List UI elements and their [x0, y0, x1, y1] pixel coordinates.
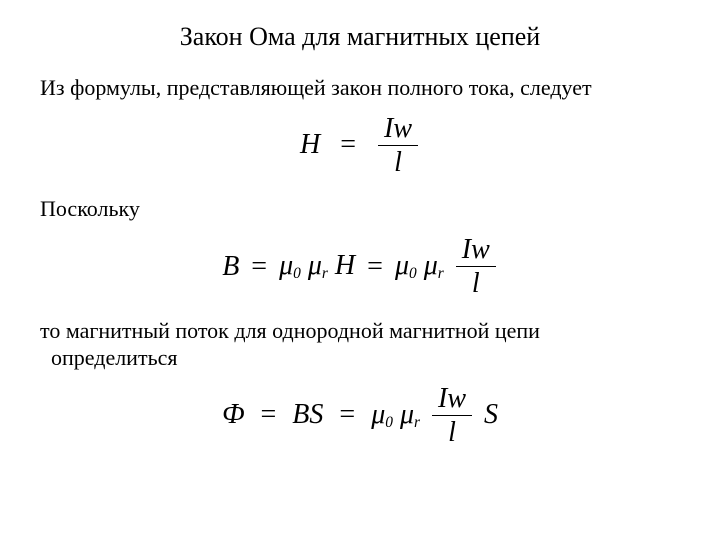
sym-mu: μ	[395, 250, 409, 281]
formula-1-block: H = Iw l	[40, 114, 680, 178]
formula-3-block: Ф = BS = μ0 μr Iw l S	[40, 384, 680, 448]
sym-I: I	[462, 234, 471, 265]
sym-l: l	[442, 418, 462, 447]
sub-0: 0	[293, 265, 301, 282]
sym-mu: μ	[424, 250, 438, 281]
sym-w: w	[393, 113, 412, 144]
formula-1: H = Iw l	[300, 114, 420, 178]
paragraph-3-line2: определиться	[51, 345, 178, 370]
op-eq: =	[333, 401, 361, 429]
sym-l: l	[388, 148, 408, 177]
sub-r: r	[438, 265, 444, 282]
op-eq: =	[254, 401, 282, 429]
sym-I: I	[438, 383, 447, 414]
sub-r: r	[414, 414, 420, 431]
paragraph-2: Поскольку	[40, 195, 680, 223]
sub-r: r	[322, 265, 328, 282]
sub-0: 0	[409, 265, 417, 282]
frac-Iw-l: Iw l	[378, 114, 418, 178]
paragraph-1: Из формулы, представляющей закон полного…	[40, 74, 680, 102]
formula-2-block: B = μ0 μr H = μ0 μr Iw l	[40, 235, 680, 299]
paragraph-3-line1: то магнитный поток для однородной магнит…	[40, 318, 540, 343]
sym-S: S	[484, 401, 498, 429]
sub-0: 0	[385, 414, 393, 431]
sym-H: H	[335, 250, 355, 281]
sym-S: S	[309, 399, 323, 430]
sym-B: B	[222, 253, 239, 281]
sym-I: I	[384, 113, 393, 144]
formula-3: Ф = BS = μ0 μr Iw l S	[222, 384, 498, 448]
sym-w: w	[447, 383, 466, 414]
frac-Iw-l-2: Iw l	[456, 235, 496, 299]
frac-Iw-l-3: Iw l	[432, 384, 472, 448]
formula-2: B = μ0 μr H = μ0 μr Iw l	[222, 235, 498, 299]
slide-title: Закон Ома для магнитных цепей	[40, 22, 680, 52]
sym-mu: μ	[400, 399, 414, 430]
paragraph-3: то магнитный поток для однородной магнит…	[40, 317, 680, 372]
sym-Phi: Ф	[222, 401, 245, 429]
sym-w: w	[471, 234, 490, 265]
op-eq: =	[249, 253, 269, 281]
sym-H: H	[300, 131, 320, 159]
slide: { "title": "Закон Ома для магнитных цепе…	[0, 0, 720, 540]
sym-mu: μ	[279, 250, 293, 281]
sym-l: l	[466, 269, 486, 298]
sym-B: B	[292, 399, 309, 430]
op-eq: =	[365, 253, 385, 281]
sym-mu: μ	[308, 250, 322, 281]
sym-mu: μ	[371, 399, 385, 430]
op-eq: =	[338, 131, 358, 159]
